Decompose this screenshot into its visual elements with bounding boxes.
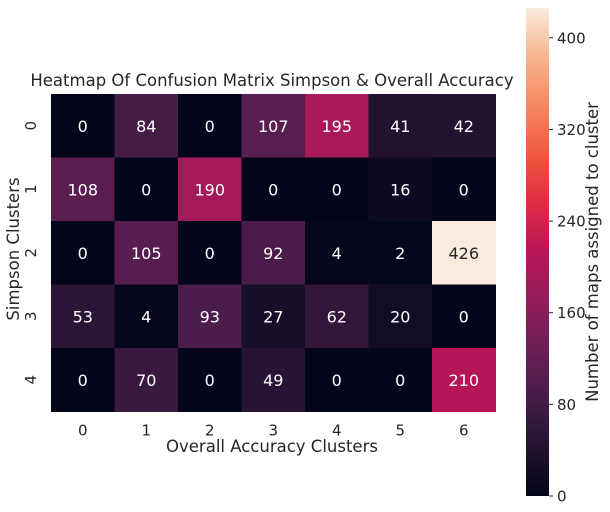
heatmap-cell <box>305 284 369 349</box>
heatmap-cell <box>305 348 369 412</box>
heatmap-cell <box>178 157 242 222</box>
cell-value-label: 0 <box>78 117 88 136</box>
heatmap-cell <box>178 348 242 412</box>
colorbar-tick-label: 80 <box>557 396 576 414</box>
x-tick-label: 1 <box>141 422 151 440</box>
heatmap-cell <box>305 94 369 158</box>
heatmap-cell <box>241 94 306 158</box>
cell-value-label: 2 <box>395 244 405 263</box>
y-tick-label: 4 <box>22 375 40 385</box>
cell-value-label: 0 <box>459 180 469 199</box>
cell-value-label: 0 <box>205 244 215 263</box>
heatmap-cell <box>114 284 179 349</box>
heatmap-cell <box>432 348 496 412</box>
heatmap-cell <box>114 221 179 285</box>
heatmap-cell <box>51 348 115 412</box>
x-tick-label: 5 <box>395 422 405 440</box>
y-axis-ticks: 0 1 2 3 4 <box>22 121 40 385</box>
heatmap-cell <box>241 157 306 222</box>
heatmap-cell <box>368 221 433 285</box>
cell-value-label: 210 <box>448 371 479 390</box>
cell-value-label: 0 <box>459 307 469 326</box>
heatmap-cell <box>368 157 433 222</box>
cell-value-label: 42 <box>454 117 474 136</box>
heatmap-cell <box>51 157 115 222</box>
cell-value-label: 93 <box>200 307 220 326</box>
cell-value-label: 0 <box>205 371 215 390</box>
heatmap-cell <box>368 94 433 158</box>
colorbar-tick-label: 320 <box>557 121 586 139</box>
cell-value-label: 0 <box>268 180 278 199</box>
x-tick-label: 6 <box>459 422 469 440</box>
cell-value-label: 16 <box>390 180 410 199</box>
cell-value-label: 4 <box>141 307 151 326</box>
heatmap-cell <box>241 284 306 349</box>
heatmap-cell <box>178 221 242 285</box>
y-tick-label: 0 <box>22 121 40 131</box>
cell-value-label: 0 <box>78 244 88 263</box>
cell-value-label: 105 <box>131 244 162 263</box>
y-axis-label: Simpson Clusters <box>4 177 23 320</box>
x-axis-ticks: 0 1 2 3 4 5 6 <box>78 422 469 440</box>
chart-title: Heatmap Of Confusion Matrix Simpson & Ov… <box>30 71 513 90</box>
cell-value-label: 4 <box>332 244 342 263</box>
cell-value-label: 0 <box>332 371 342 390</box>
cell-value-label: 41 <box>390 117 410 136</box>
cell-value-label: 49 <box>263 371 283 390</box>
heatmap-cell <box>178 94 242 158</box>
cell-value-label: 195 <box>321 117 352 136</box>
x-axis-label: Overall Accuracy Clusters <box>166 437 378 456</box>
x-tick-label: 0 <box>78 422 88 440</box>
heatmap-cell <box>432 221 496 285</box>
heatmap-cell <box>432 94 496 158</box>
heatmap-cell <box>114 94 179 158</box>
cell-value-label: 84 <box>136 117 156 136</box>
cell-value-label: 70 <box>136 371 156 390</box>
heatmap-cell <box>305 221 369 285</box>
heatmap-cell <box>368 284 433 349</box>
y-tick-label: 3 <box>22 311 40 321</box>
cell-value-label: 107 <box>258 117 289 136</box>
heatmap-cell <box>51 284 115 349</box>
colorbar <box>526 8 549 496</box>
cell-value-label: 20 <box>390 307 410 326</box>
cell-value-label: 0 <box>332 180 342 199</box>
heatmap-cell <box>178 284 242 349</box>
cell-value-label: 426 <box>448 244 479 263</box>
heatmap-cell <box>432 157 496 222</box>
heatmap-cell <box>241 348 306 412</box>
cell-value-label: 108 <box>67 180 98 199</box>
colorbar-tick-label: 400 <box>557 29 586 47</box>
x-tick-label: 3 <box>268 422 278 440</box>
x-tick-label: 2 <box>205 422 215 440</box>
cell-value-label: 0 <box>205 117 215 136</box>
cell-value-label: 0 <box>395 371 405 390</box>
x-tick-label: 4 <box>332 422 342 440</box>
heatmap-cell <box>114 348 179 412</box>
cell-value-label: 92 <box>263 244 283 263</box>
colorbar-ticks: 0 80 160 240 320 400 <box>549 29 586 506</box>
colorbar-tick-label: 0 <box>557 488 567 506</box>
heatmap-cell <box>305 157 369 222</box>
heatmap-cells <box>51 94 496 412</box>
cell-value-label: 0 <box>141 180 151 199</box>
colorbar-tick-label: 240 <box>557 213 586 231</box>
colorbar-tick-label: 160 <box>557 304 586 322</box>
cell-value-label: 0 <box>78 371 88 390</box>
heatmap-cell <box>432 284 496 349</box>
cell-value-label: 53 <box>73 307 93 326</box>
colorbar-label: Number of maps assigned to cluster <box>583 102 602 402</box>
heatmap-cell <box>241 221 306 285</box>
heatmap-cell <box>114 157 179 222</box>
heatmap-cell <box>368 348 433 412</box>
y-tick-label: 1 <box>22 184 40 194</box>
heatmap-cell <box>51 221 115 285</box>
cell-value-label: 62 <box>327 307 347 326</box>
cell-value-label: 190 <box>194 180 225 199</box>
y-tick-label: 2 <box>22 248 40 258</box>
heatmap-cell <box>51 94 115 158</box>
cell-value-label: 27 <box>263 307 283 326</box>
